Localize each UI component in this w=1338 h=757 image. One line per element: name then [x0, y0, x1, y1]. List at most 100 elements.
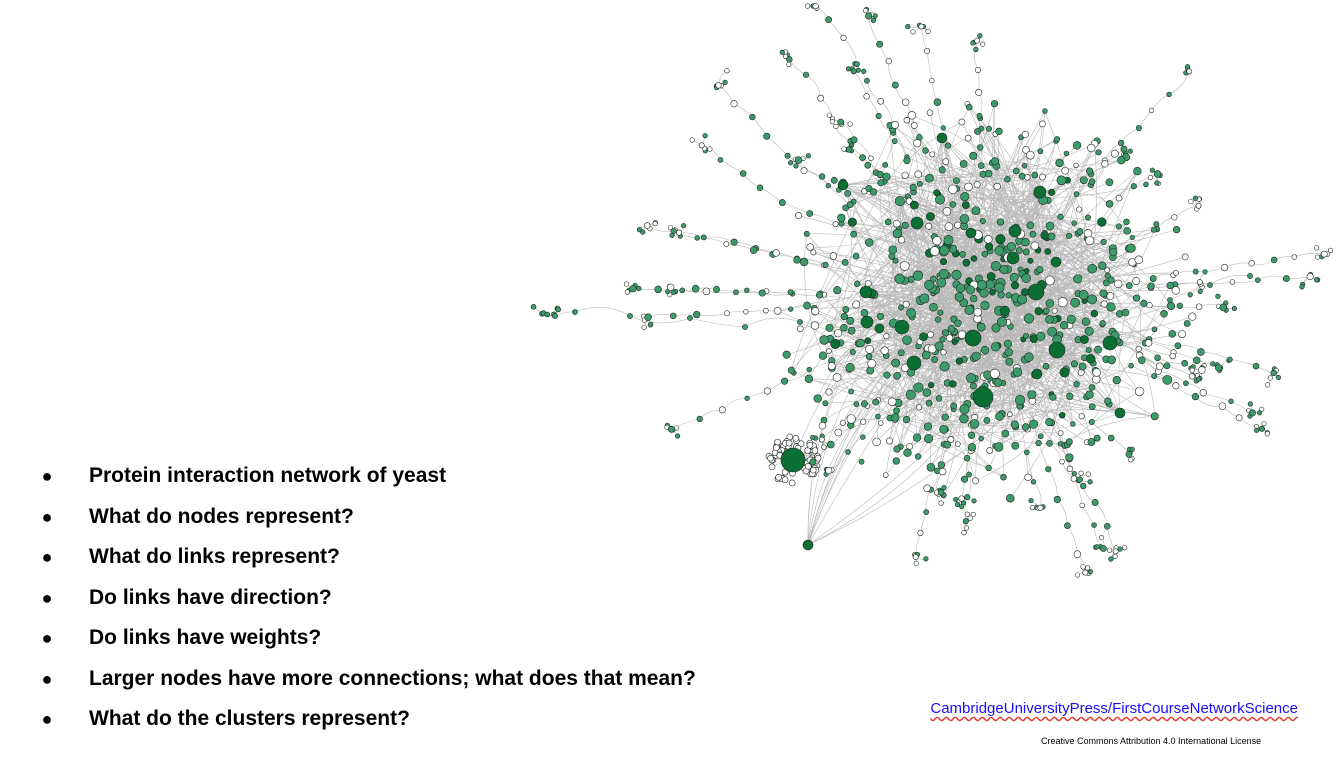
- network-node: [955, 283, 966, 293]
- network-edge: [1055, 261, 1071, 397]
- network-edge: [699, 409, 723, 420]
- network-node: [898, 304, 904, 311]
- network-node: [1189, 367, 1195, 373]
- network-edge: [843, 283, 982, 328]
- network-edge: [853, 71, 867, 97]
- network-node: [964, 511, 970, 517]
- network-node: [1085, 471, 1091, 477]
- network-node: [826, 348, 832, 354]
- network-node: [909, 183, 917, 192]
- network-node: [958, 118, 966, 126]
- network-node: [681, 223, 687, 229]
- network-node: [1005, 357, 1014, 366]
- network-node: [1128, 362, 1134, 369]
- network-node: [669, 312, 677, 320]
- network-node: [1148, 107, 1155, 114]
- network-node: [1079, 502, 1085, 509]
- network-edge: [1020, 269, 1111, 309]
- network-node: [1014, 394, 1026, 406]
- network-node: [1155, 362, 1164, 371]
- network-node: [1061, 166, 1069, 175]
- network-node: [910, 29, 916, 35]
- network-node: [832, 221, 839, 228]
- network-node: [1088, 178, 1096, 185]
- network-node: [1087, 438, 1096, 446]
- network-edge: [629, 315, 691, 324]
- network-node: [1047, 326, 1058, 337]
- network-node: [936, 277, 947, 288]
- network-node: [1257, 410, 1263, 416]
- network-node: [818, 173, 826, 180]
- network-edge: [920, 251, 1114, 301]
- network-node: [1264, 431, 1270, 437]
- network-node: [1328, 247, 1334, 253]
- hub-node: [1048, 341, 1066, 359]
- network-node: [993, 182, 1001, 191]
- network-node: [1192, 195, 1199, 201]
- hub-node: [936, 132, 948, 144]
- network-node: [826, 112, 832, 118]
- network-node: [926, 462, 936, 472]
- network-node: [1056, 175, 1067, 186]
- network-node: [800, 167, 808, 175]
- network-edge: [782, 202, 810, 214]
- network-node: [939, 424, 949, 434]
- network-node: [1248, 260, 1255, 267]
- network-edge: [1038, 442, 1049, 470]
- network-node: [990, 342, 1001, 352]
- network-node: [924, 279, 935, 290]
- network-edge: [766, 136, 788, 157]
- network-edge: [1166, 365, 1193, 377]
- network-node: [1081, 317, 1091, 326]
- network-node: [869, 188, 878, 196]
- network-node: [910, 122, 918, 129]
- network-edge: [554, 311, 576, 317]
- network-node: [917, 529, 924, 536]
- network-node: [1282, 275, 1290, 282]
- network-node: [698, 142, 705, 149]
- hub-node: [860, 315, 874, 329]
- network-node: [743, 309, 749, 315]
- network-node: [882, 172, 891, 181]
- network-node: [931, 356, 938, 363]
- network-node: [913, 382, 924, 393]
- network-node: [1247, 401, 1253, 407]
- network-node: [951, 269, 962, 280]
- network-node: [912, 433, 922, 442]
- network-node: [758, 289, 766, 297]
- network-node: [730, 238, 738, 246]
- network-node: [872, 398, 880, 406]
- network-edge: [1251, 259, 1275, 265]
- network-node: [1167, 297, 1173, 303]
- network-edge: [896, 307, 972, 412]
- network-node: [1178, 330, 1187, 339]
- network-edge: [991, 248, 1130, 381]
- network-node: [925, 399, 933, 407]
- network-node: [1011, 281, 1019, 290]
- network-node: [892, 228, 903, 239]
- network-edge: [920, 512, 927, 534]
- network-node: [890, 413, 900, 422]
- network-node: [1073, 550, 1082, 558]
- network-edge: [1156, 217, 1175, 230]
- network-node: [842, 306, 850, 314]
- network-node: [1191, 393, 1200, 401]
- network-node: [969, 151, 978, 160]
- network-node: [1063, 150, 1070, 157]
- network-edge: [851, 330, 932, 386]
- hub-node: [1008, 224, 1022, 238]
- network-node: [636, 285, 642, 292]
- network-node: [805, 153, 811, 159]
- network-node: [806, 366, 813, 373]
- network-edge: [842, 184, 1028, 360]
- source-link[interactable]: CambridgeUniversityPress/FirstCourseNetw…: [930, 700, 1298, 717]
- network-node: [940, 349, 947, 356]
- network-node: [804, 374, 814, 384]
- network-node: [803, 230, 810, 237]
- network-edge: [935, 230, 1016, 291]
- network-node: [924, 47, 931, 54]
- network-node: [1140, 299, 1148, 307]
- network-node: [763, 307, 769, 314]
- network-node: [1046, 440, 1053, 447]
